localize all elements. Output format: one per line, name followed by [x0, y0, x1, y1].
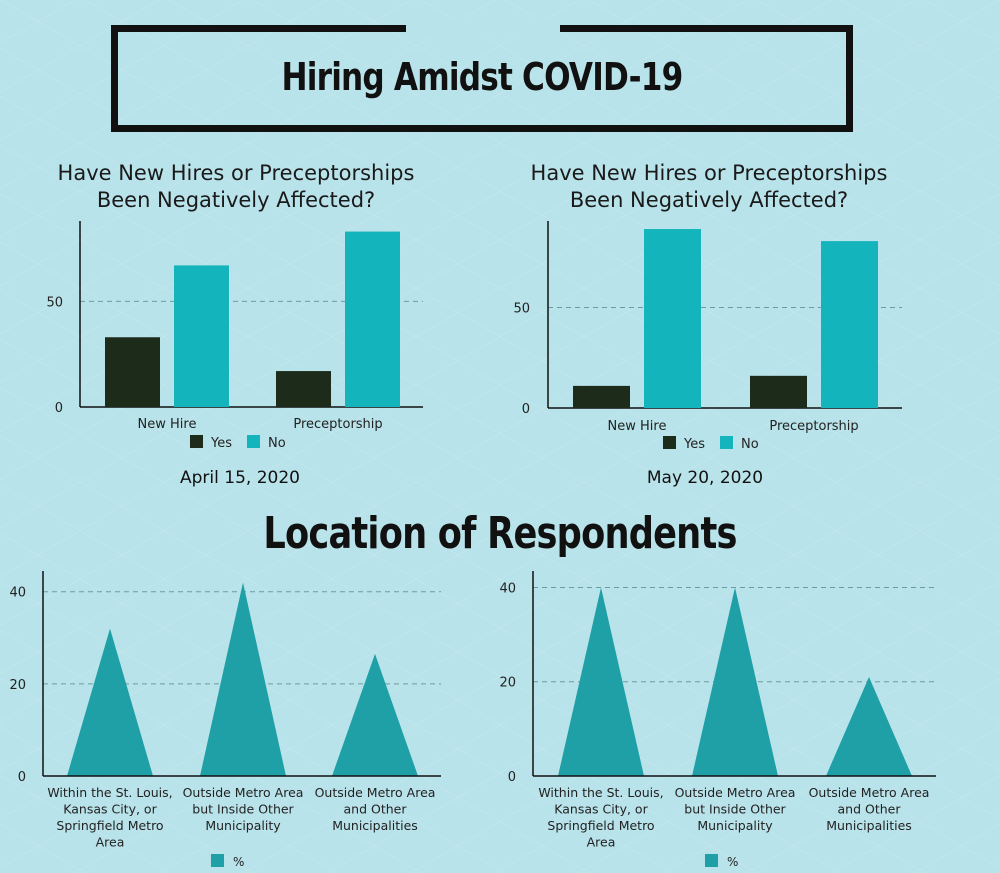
chart-2-legend-swatch	[663, 436, 676, 449]
chart-1-bar-yes	[276, 371, 331, 407]
chart-4-category-label: Outside Metro Area but Inside Other Munici…	[675, 785, 796, 833]
chart-4-y-tick-label: 40	[499, 581, 516, 596]
chart-1-category-label: Preceptorship	[293, 417, 382, 432]
chart-1-bar-no	[345, 231, 400, 407]
chart-2-legend-swatch	[720, 436, 733, 449]
category-label-line: Outside Metro Area	[809, 785, 930, 800]
chart-3-y-tick-label: 0	[18, 770, 26, 785]
chart-3-peak	[67, 628, 153, 776]
chart-2-y-tick-label: 0	[522, 402, 530, 417]
chart-4-category-label: Outside Metro Area and Other Municipalitie…	[809, 785, 930, 833]
chart-3-legend-label: %	[233, 855, 244, 869]
chart-2-title: Have New Hires or Preceptorships Been Ne…	[530, 161, 888, 212]
category-label-line: Municipality	[205, 818, 281, 833]
chart-3-peak	[332, 653, 418, 776]
category-label-line: Area	[587, 835, 616, 850]
category-label-line: and Other	[838, 802, 902, 817]
chart-3-y-tick-label: 20	[9, 678, 26, 693]
chart-4-legend-label: %	[727, 855, 738, 869]
category-label-line: Within the St. Louis,	[47, 785, 172, 800]
chart-1-y-tick-label: 50	[46, 295, 63, 310]
chart-3-peak	[200, 582, 286, 776]
category-label-line: Area	[96, 835, 125, 850]
chart-2-bar-yes	[750, 375, 807, 408]
category-label-line: Municipalities	[826, 818, 912, 833]
chart-4-legend-swatch	[705, 854, 718, 867]
chart-2-date: May 20, 2020	[646, 468, 764, 488]
chart-2-category-label: Preceptorship	[769, 419, 858, 434]
chart-4-peak	[692, 587, 778, 776]
chart-1-category-label: New Hire	[138, 417, 197, 432]
chart-4-peak	[558, 587, 644, 776]
chart-1-legend-swatch	[190, 435, 203, 448]
category-label-line: Municipalities	[332, 818, 418, 833]
chart-2-bar-no	[644, 229, 701, 408]
category-label-line: Outside Metro Area	[315, 785, 436, 800]
chart-3-legend-swatch	[211, 854, 224, 867]
category-label-line: Outside Metro Area	[675, 785, 796, 800]
chart-3-y-tick-label: 40	[9, 586, 26, 601]
chart-2-bar-yes	[573, 385, 630, 408]
category-label-line: and Other	[344, 802, 408, 817]
chart-2-legend-label: No	[741, 437, 759, 452]
category-label-line: Kansas City, or	[554, 802, 648, 817]
chart-2-bar-no	[821, 241, 878, 408]
title-frame-gap	[406, 18, 560, 38]
chart-2-category-label: New Hire	[608, 419, 667, 434]
chart-3-category-label: Within the St. Louis, Kansas City, or Spri…	[47, 785, 172, 850]
chart-2-y-tick-label: 50	[513, 301, 530, 316]
chart-1-bar-yes	[105, 337, 160, 407]
category-label-line: Outside Metro Area	[183, 785, 304, 800]
page-title: Hiring Amidst COVID-19	[281, 55, 684, 99]
chart-1-bar-no	[174, 265, 229, 407]
section-title: Location of Respondents	[263, 508, 737, 559]
category-label-line: but Inside Other	[684, 802, 786, 817]
chart-2-legend-label: Yes	[683, 437, 705, 452]
category-label-line: Municipality	[697, 818, 773, 833]
chart-1-date: April 15, 2020	[180, 468, 300, 488]
chart-4-peak	[826, 677, 912, 776]
category-label-line: but Inside Other	[192, 802, 294, 817]
chart-3-category-label: Outside Metro Area and Other Municipalitie…	[315, 785, 436, 833]
chart-1-legend-swatch	[247, 435, 260, 448]
chart-1-legend-label: No	[268, 436, 286, 451]
category-label-line: Springfield Metro	[56, 818, 163, 833]
category-label-line: Springfield Metro	[547, 818, 654, 833]
chart-4-y-tick-label: 20	[499, 676, 516, 691]
chart-4-y-tick-label: 0	[508, 770, 516, 785]
category-label-line: Kansas City, or	[63, 802, 157, 817]
chart-3-category-label: Outside Metro Area but Inside Other Munici…	[183, 785, 304, 833]
chart-1-legend-label: Yes	[210, 436, 232, 451]
category-label-line: Within the St. Louis,	[538, 785, 663, 800]
chart-4-category-label: Within the St. Louis, Kansas City, or Spri…	[538, 785, 663, 850]
chart-1-y-tick-label: 0	[55, 401, 63, 416]
chart-1-title: Have New Hires or Preceptorships Been Ne…	[57, 161, 415, 212]
